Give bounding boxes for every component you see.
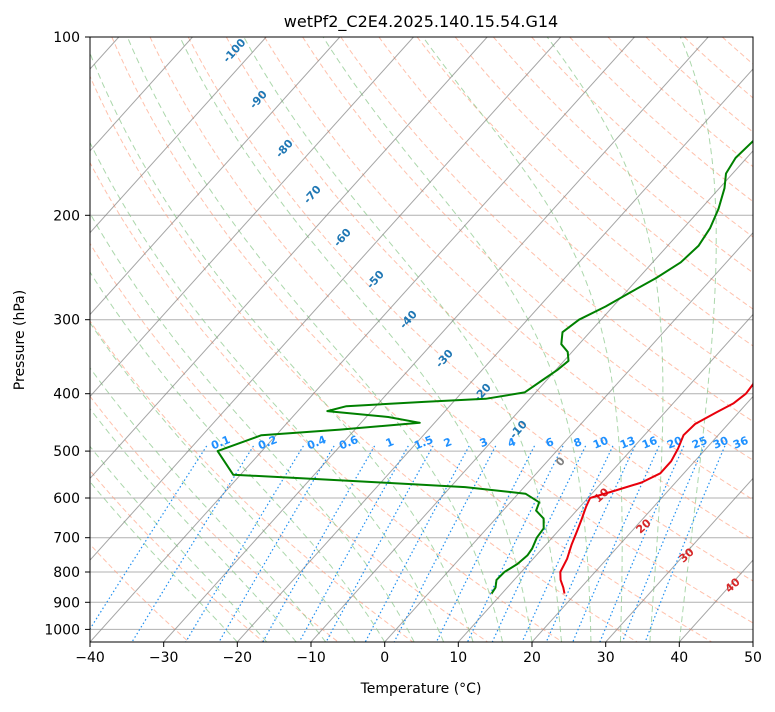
- x-axis-label: Temperature (°C): [360, 681, 482, 697]
- y-tick-label: 100: [53, 30, 80, 46]
- y-tick-label: 700: [53, 531, 80, 547]
- x-tick-label: 10: [449, 650, 467, 666]
- y-tick-label: 900: [53, 595, 80, 611]
- x-tick-label: 40: [670, 650, 688, 666]
- y-tick-label: 600: [53, 491, 80, 507]
- y-tick-label: 500: [53, 444, 80, 460]
- chart-title: wetPf2_C2E4.2025.140.15.54.G14: [284, 12, 558, 32]
- x-tick-label: 50: [744, 650, 762, 666]
- y-tick-label: 200: [53, 208, 80, 224]
- y-tick-label: 1000: [44, 622, 80, 638]
- x-tick-label: −10: [296, 650, 326, 666]
- y-tick-label: 400: [53, 387, 80, 403]
- y-tick-label: 300: [53, 313, 80, 329]
- x-tick-label: 20: [523, 650, 541, 666]
- x-tick-label: −30: [149, 650, 179, 666]
- x-tick-label: 0: [380, 650, 389, 666]
- x-tick-label: −20: [223, 650, 253, 666]
- y-tick-label: 800: [53, 565, 80, 581]
- x-tick-label: 30: [597, 650, 615, 666]
- x-tick-label: −40: [75, 650, 105, 666]
- y-axis-label: Pressure (hPa): [12, 290, 28, 390]
